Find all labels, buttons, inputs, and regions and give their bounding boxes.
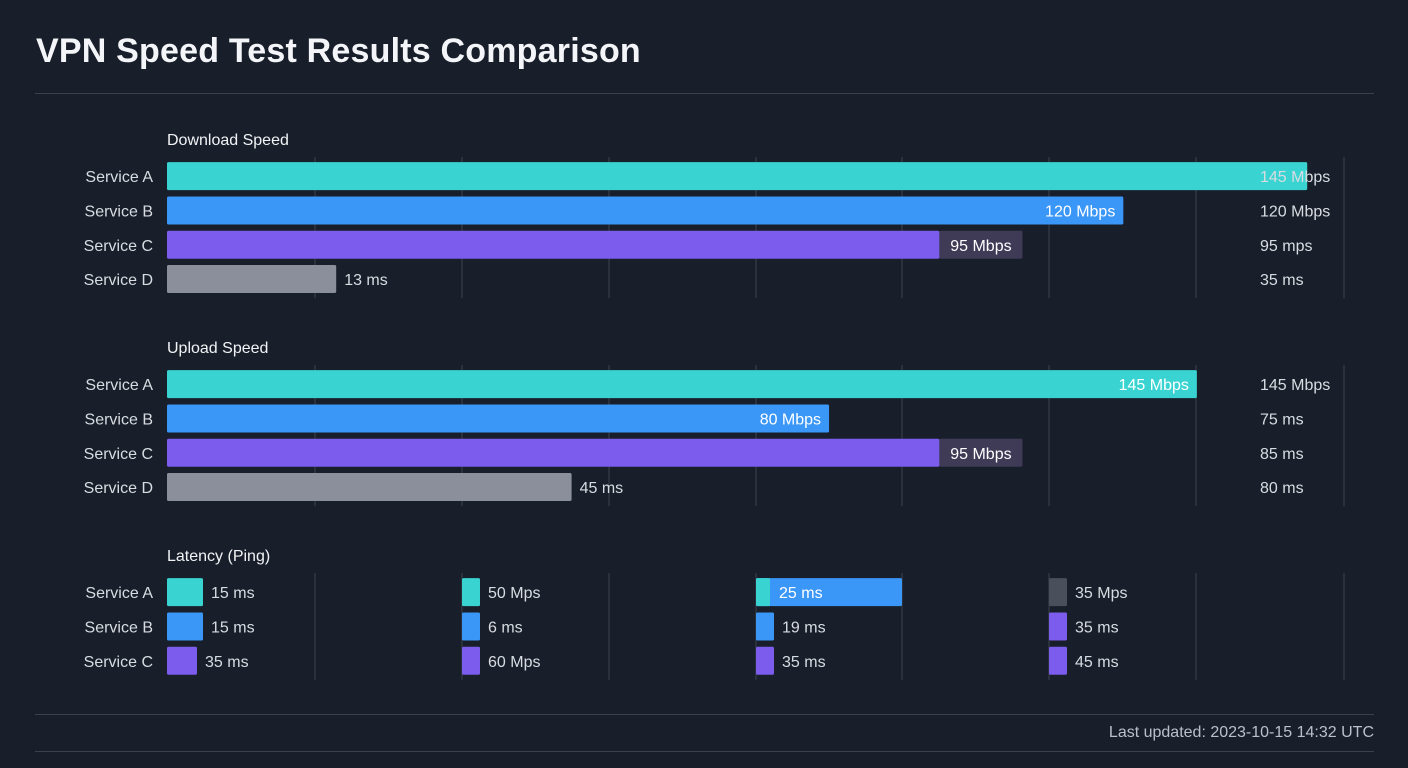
category-label-1-1: Service B [85,411,153,428]
latency-label-2-3: 45 ms [1075,654,1119,671]
latency-swatch-2-0 [167,646,197,675]
footer-divider-bottom [35,751,1374,752]
category-label-1-2: Service C [84,446,153,463]
category-label-2-2: Service C [84,654,153,671]
right-label-0-0: 145 Mbps [1260,169,1330,186]
latency-label-0-0: 15 ms [211,585,255,602]
right-label-0-3: 35 ms [1260,272,1304,289]
latency-highlight-0-2 [756,578,902,607]
bar-0-2 [167,230,940,259]
bar-0-0 [167,162,1308,191]
latency-swatch-2-3 [1049,646,1067,675]
bar-label-1-0: 145 Mbps [1119,377,1189,394]
category-label-0-3: Service D [84,272,153,289]
right-label-0-1: 120 Mbps [1260,203,1330,220]
bar-label-1-3: 45 ms [580,480,624,497]
section-title-1: Upload Speed [167,340,268,357]
latency-label-0-3: 35 Mps [1075,585,1127,602]
right-label-1-3: 80 ms [1260,480,1304,497]
bar-1-1 [167,404,830,433]
latency-swatch-0-3 [1049,578,1067,607]
bar-label-1-2: 95 Mbps [950,446,1011,463]
bar-0-3 [167,265,337,294]
bar-label-0-1: 120 Mbps [1045,203,1115,220]
latency-swatch-2-2 [756,646,774,675]
latency-swatch-1-0 [167,612,203,641]
bar-label-0-3: 13 ms [344,272,388,289]
bar-1-3 [167,473,572,502]
category-label-2-1: Service B [85,619,153,636]
latency-label-1-3: 35 ms [1075,619,1119,636]
latency-label-1-1: 6 ms [488,619,523,636]
category-label-1-0: Service A [85,377,153,394]
section-title-0: Download Speed [167,132,289,149]
right-label-1-0: 145 Mbps [1260,377,1330,394]
title-divider [35,93,1374,94]
right-label-1-2: 85 ms [1260,446,1304,463]
latency-label-2-2: 35 ms [782,654,826,671]
last-updated-text: Last updated: 2023-10-15 14:32 UTC [1108,724,1374,741]
section-title-2: Latency (Ping) [167,548,270,565]
right-label-1-1: 75 ms [1260,411,1304,428]
latency-swatch-1-1 [462,612,480,641]
bar-1-0 [167,370,1197,399]
latency-label-1-2: 19 ms [782,619,826,636]
bar-0-1 [167,196,1124,225]
latency-swatch-1-2 [756,612,774,641]
category-label-2-0: Service A [85,585,153,602]
bar-label-0-2: 95 Mbps [950,238,1011,255]
category-label-0-0: Service A [85,169,153,186]
category-label-0-2: Service C [84,238,153,255]
category-label-1-3: Service D [84,480,153,497]
latency-label-2-0: 35 ms [205,654,249,671]
right-label-0-2: 95 mps [1260,238,1312,255]
bar-label-1-1: 80 Mbps [760,411,821,428]
latency-swatch-0-2 [756,578,770,607]
footer-divider-top [35,714,1374,715]
latency-swatch-0-1 [462,578,480,607]
latency-swatch-2-1 [462,646,480,675]
page-title: VPN Speed Test Results Comparison [36,32,641,70]
category-label-0-1: Service B [85,203,153,220]
latency-label-2-1: 60 Mps [488,654,540,671]
bar-label-bg-0-2 [939,230,1023,259]
latency-label-1-0: 15 ms [211,619,255,636]
latency-label-0-2: 25 ms [779,585,823,602]
latency-swatch-1-3 [1049,612,1067,641]
latency-label-0-1: 50 Mps [488,585,540,602]
bar-1-2 [167,438,940,467]
bar-label-bg-1-2 [939,438,1023,467]
latency-swatch-0-0 [167,578,203,607]
